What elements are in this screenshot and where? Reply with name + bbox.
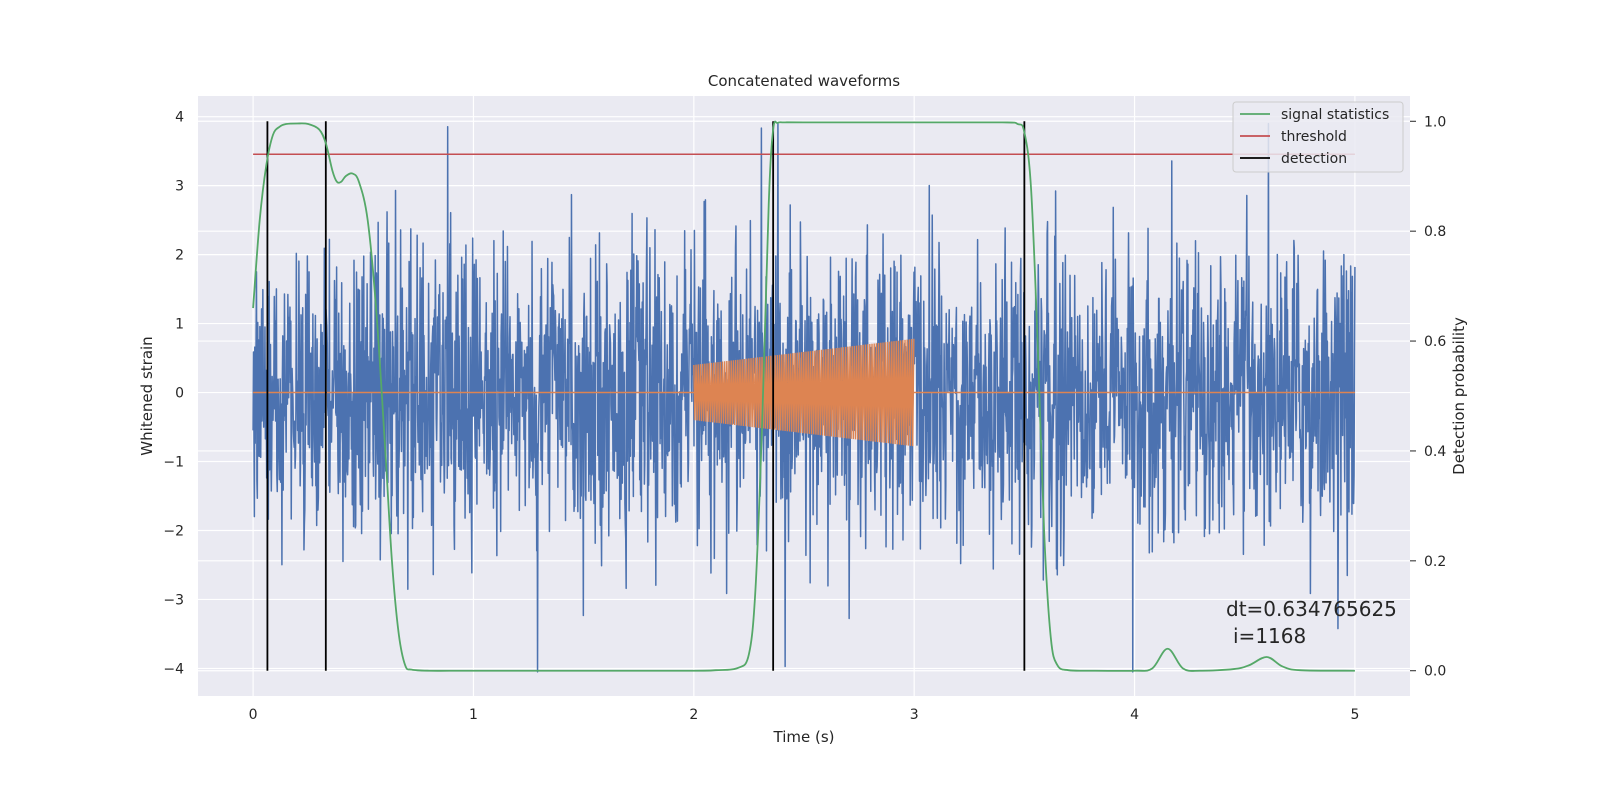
x-tick-label: 2 (689, 707, 698, 723)
x-tick-label: 3 (910, 707, 919, 723)
legend-box (1232, 101, 1404, 173)
legend-label: detection (1281, 151, 1347, 167)
y-tick-label: −2 (163, 523, 184, 539)
chart-title: Concatenated waveforms (708, 72, 900, 90)
legend: signal statistics threshold detection (1232, 101, 1404, 173)
x-tick-label: 4 (1130, 707, 1139, 723)
y2-tick-label: 0.4 (1424, 444, 1446, 460)
y-tick-label: −1 (163, 455, 184, 471)
y-tick-label: 1 (175, 317, 184, 333)
y-axis-label: Whitened strain (138, 336, 156, 455)
y-tick-label: 4 (175, 110, 184, 126)
plot-series (252, 120, 1356, 673)
x-tick-label: 5 (1350, 707, 1359, 723)
y-tick-label: −3 (163, 592, 184, 608)
y-tick-label: 0 (175, 386, 184, 402)
x-axis-label: Time (s) (773, 728, 835, 746)
x-tick-label: 0 (249, 707, 258, 723)
x-tick-label: 1 (469, 707, 478, 723)
axis-ticks: 0 1 2 3 4 5 −4 −3 −2 −1 0 1 2 3 4 0.0 0.2 0.4 0.6 0.8 1.0 (163, 110, 1446, 723)
y-tick-label: 3 (175, 179, 184, 195)
annotation-i: i=1168 (1233, 624, 1306, 648)
annotation-dt: dt=0.634765625 (1226, 597, 1397, 621)
y2-tick-label: 0.8 (1424, 224, 1446, 240)
legend-label: threshold (1281, 129, 1347, 145)
y2-tick-label: 0.0 (1424, 664, 1446, 680)
chirp-waveform-line (693, 338, 915, 447)
y2-tick-label: 1.0 (1424, 114, 1446, 130)
y-tick-label: 2 (175, 248, 184, 264)
y2-tick-label: 0.6 (1424, 334, 1446, 350)
signal-statistics-line (252, 120, 1355, 672)
y2-axis-label: Detection probability (1450, 317, 1468, 475)
legend-label: signal statistics (1281, 107, 1389, 123)
y2-tick-label: 0.2 (1424, 554, 1446, 570)
y-tick-label: −4 (163, 661, 184, 677)
